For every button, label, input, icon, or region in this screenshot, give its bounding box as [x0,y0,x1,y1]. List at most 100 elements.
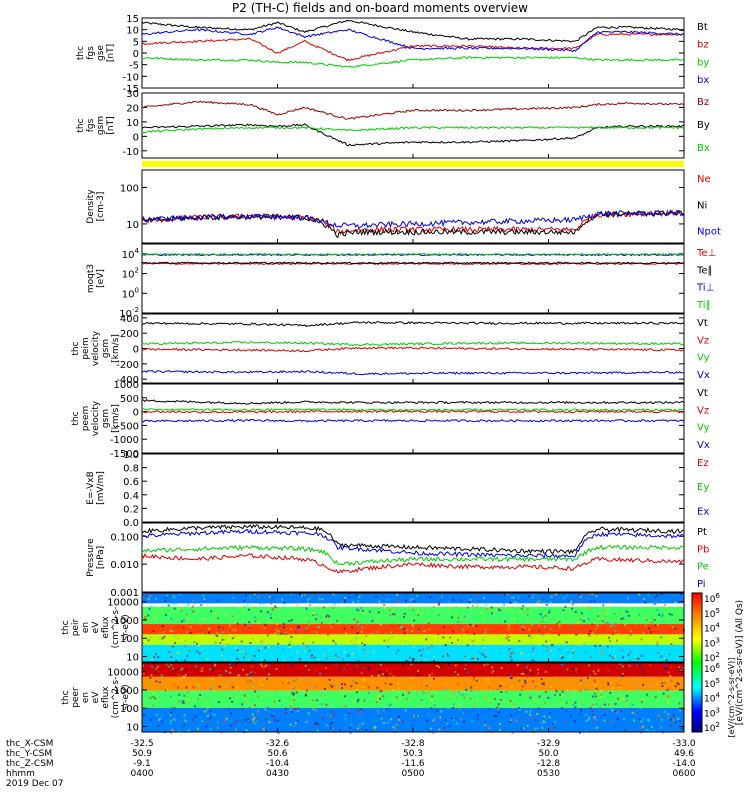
spectrogram-pixel [417,714,420,717]
spectrogram-pixel [649,663,652,666]
spectrogram-pixel [641,672,644,675]
spectrogram-pixel [413,645,416,648]
spectrogram-pixel [169,713,172,716]
spectrogram-pixel [525,654,528,657]
spectrogram-pixel [478,651,481,654]
spectrogram-pixel [151,605,154,608]
spectrogram-pixel [337,694,340,697]
spectrogram-pixel [470,686,473,689]
spectrogram-pixel [667,671,670,674]
spectrogram-pixel [559,702,562,705]
spectrogram-pixel [541,682,544,685]
spectrogram-pixel [387,718,390,721]
spectrogram-pixel [186,654,189,657]
spectrogram-pixel [249,641,252,644]
spectrogram-pixel [533,622,536,625]
spectrogram-pixel [673,715,676,718]
spectrogram-pixel [493,636,496,639]
spectrogram-pixel [243,605,246,608]
spectrogram-pixel [302,610,305,613]
spectrogram-pixel [165,594,168,597]
spectrogram-pixel [359,708,362,711]
spectrogram-pixel [574,706,577,709]
spectrogram-pixel [679,614,682,617]
spectrogram-pixel [174,642,177,645]
spectrogram-pixel [491,671,494,674]
y-axis-label-line: Density [86,189,96,224]
spectrogram-pixel [588,717,591,720]
spectrogram-pixel [218,674,221,677]
spectrogram-pixel [450,616,453,619]
spectrogram-pixel [303,649,306,652]
y-axis-label-line: gsm [101,339,111,358]
spectrogram-pixel [216,599,219,602]
y-tick-label: 5 [133,37,139,48]
spectrogram-pixel [510,714,513,717]
spectrogram-pixel [187,603,190,606]
spectrogram-pixel [311,653,314,656]
y-axis-label-line: velocity [91,330,101,366]
spectrogram-pixel [293,643,296,646]
spectrogram-pixel [219,678,222,681]
series-line-Bz [141,100,685,120]
spectrogram-pixel [601,619,604,622]
spectrogram-pixel [287,693,290,696]
spectrogram-pixel [356,689,359,692]
spectrogram-pixel [390,608,393,611]
spectrogram-pixel [283,602,286,605]
spectrogram-pixel [547,696,550,699]
spectrogram-pixel [292,694,295,697]
spectrogram-pixel [375,696,378,699]
spectrogram-pixel [539,617,542,620]
spectrogram-pixel [455,605,458,608]
y-tick-label: 0.100 [110,532,139,543]
spectrogram-pixel [347,692,350,695]
spectrogram-pixel [244,718,247,721]
spectrogram-pixel [223,720,226,723]
spectrogram-pixel [471,643,474,646]
spectrogram-pixel [166,663,169,666]
spectrogram-pixel [599,644,602,647]
spectrogram-pixel [636,616,639,619]
spectrogram-pixel [572,699,575,702]
spectrogram-pixel [591,710,594,713]
spectrogram-pixel [157,656,160,659]
series-line-Pi [141,528,685,559]
spectrogram-pixel [656,643,659,646]
spectrogram-pixel [466,606,469,609]
spectrogram-pixel [147,597,150,600]
spectrogram-pixel [661,600,664,603]
spectrogram-pixel [315,709,318,712]
spectrogram-pixel [490,606,493,609]
spectrogram-pixel [413,600,416,603]
spectrogram-pixel [668,653,671,656]
spectrogram-pixel [209,668,212,671]
spectrogram-pixel [667,713,670,716]
spectrogram-pixel [289,593,292,596]
spectrogram-pixel [365,728,368,731]
spectrogram-pixel [420,609,423,612]
spectrogram-pixel [481,653,484,656]
spectrogram-pixel [571,603,574,606]
spectrogram-pixel [320,621,323,624]
spectrogram-pixel [522,672,525,675]
spectrogram-pixel [675,685,678,688]
y-tick-label: 0.4 [123,491,139,502]
x-tick-label: -32.5 [130,739,153,749]
spectrogram-pixel [397,687,400,690]
spectrogram-pixel [507,639,510,642]
spectrogram-pixel [455,696,458,699]
spectrogram-pixel [667,687,670,690]
spectrogram-pixel [548,609,551,612]
spectrogram-pixel [171,630,174,633]
spectrogram-pixel [438,601,441,604]
spectrogram-pixel [519,700,522,703]
spectrogram-pixel [151,695,154,698]
spectrogram-pixel [449,692,452,695]
spectrogram-pixel [475,625,478,628]
spectrogram-pixel [294,621,297,624]
spectrogram-pixel [358,644,361,647]
spectrogram-pixel [547,649,550,652]
spectrogram-pixel [645,728,648,731]
